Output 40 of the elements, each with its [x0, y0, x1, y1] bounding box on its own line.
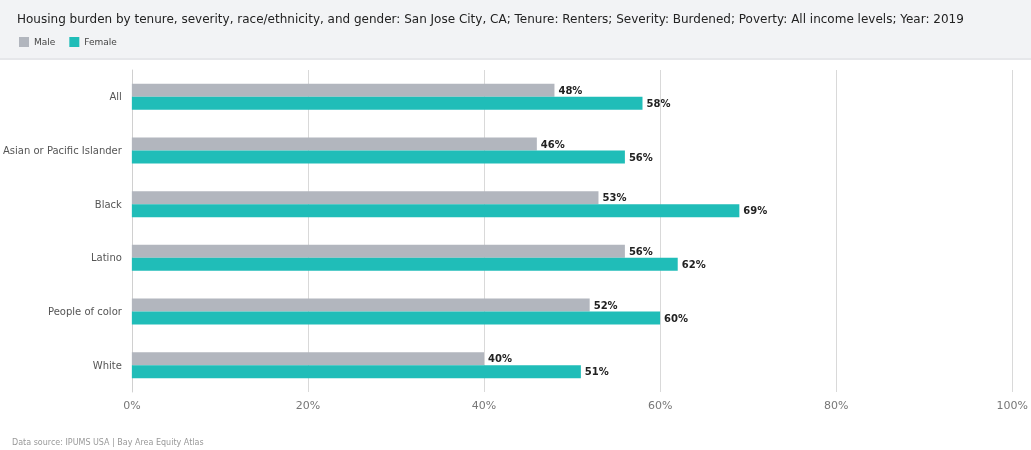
y-tick-label: White — [92, 359, 122, 371]
chart-title: Housing burden by tenure, severity, race/ethnicity, and gender: San Jose City, CA; Tenure: Renters; Severity: Burdened; Poverty: All income levels; Year: 2019 — [17, 12, 964, 26]
data-label: 56% — [628, 151, 653, 163]
bar — [131, 96, 643, 110]
bar — [131, 298, 590, 312]
bar — [131, 150, 625, 164]
x-tick-label: 20% — [295, 399, 321, 412]
x-tick-label: 0% — [123, 399, 141, 412]
data-label: 62% — [681, 258, 706, 270]
data-label: 53% — [602, 192, 627, 204]
bar — [131, 204, 740, 218]
bar — [131, 257, 678, 271]
data-label: 40% — [488, 353, 512, 365]
data-label: 51% — [584, 366, 609, 378]
bar — [131, 244, 625, 258]
bar — [131, 191, 599, 205]
bar — [131, 83, 555, 97]
data-label: 60% — [664, 312, 689, 324]
data-label: 56% — [628, 245, 653, 257]
source-note: Data source: IPUMS USA | Bay Area Equity Atlas — [12, 437, 204, 447]
legend-label: Female — [84, 37, 118, 47]
bar — [131, 365, 581, 379]
bar — [131, 352, 485, 366]
bar — [131, 137, 537, 151]
y-tick-label: Asian or Pacific Islander — [3, 145, 123, 156]
y-tick-label: Latino — [91, 252, 122, 264]
bar — [131, 311, 661, 325]
x-tick-label: 60% — [647, 399, 673, 412]
y-tick-label: People of color — [48, 306, 123, 317]
data-label: 52% — [593, 299, 618, 311]
y-tick-label: Black — [94, 198, 123, 210]
y-tick-label: All — [109, 91, 122, 103]
data-label: 58% — [646, 97, 671, 109]
data-label: 48% — [558, 84, 583, 96]
data-label: 69% — [743, 205, 768, 217]
x-tick-label: 100% — [996, 399, 1028, 412]
x-tick-label: 80% — [823, 399, 849, 412]
x-tick-label: 40% — [471, 399, 497, 412]
legend-label: Male — [34, 37, 56, 47]
data-label: 46% — [540, 138, 565, 150]
